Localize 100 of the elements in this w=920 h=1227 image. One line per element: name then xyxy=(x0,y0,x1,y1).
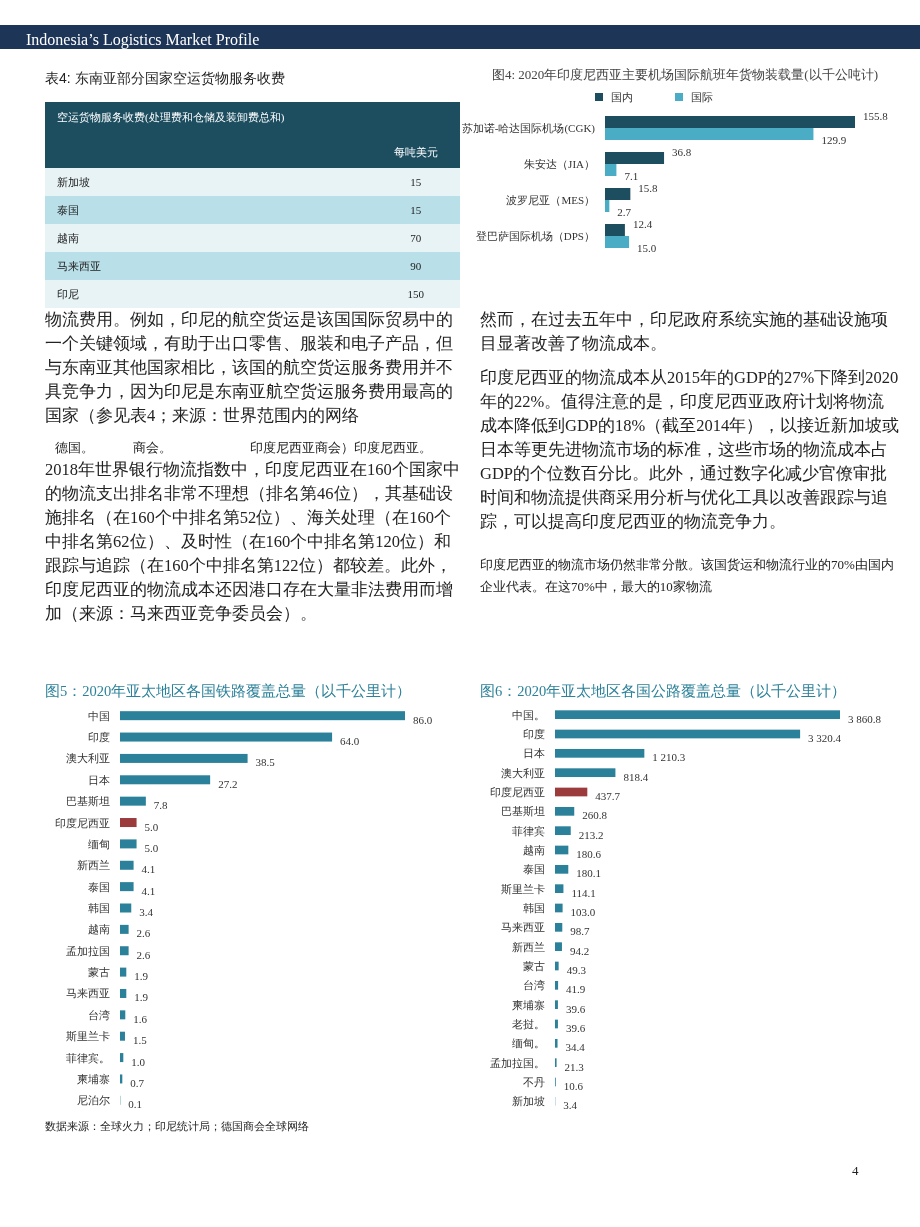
y-tick-label: 斯里兰卡 xyxy=(501,882,545,895)
data-label: 38.5 xyxy=(255,756,276,769)
bar xyxy=(555,845,569,855)
y-tick-label: 印度 xyxy=(88,731,110,744)
data-label: 3 320.4 xyxy=(808,732,842,744)
y-tick-label: 泰国 xyxy=(523,863,545,876)
text: 印度尼西亚的物流成本从2015年的GDP的27%下降到2020年的22%。值得注意的是，印度尼西亚政府计划将物流成本降低到GDP的18%（截至2014年），以接近新加坡或日本等更先进物流市场的标准，这些市场的物流成本占GDP的个位数百分比。此外，通过数字化减少官僚审批时间和物流提供商采用分析与优化工具以改善跟踪与追踪，可以提高印度尼西亚的物流竞争力。 xyxy=(480,367,900,533)
data-label: 3.4 xyxy=(139,906,154,918)
data-label: 36.8 xyxy=(672,146,692,158)
bar xyxy=(605,188,631,200)
bar xyxy=(120,839,137,849)
data-label: 4.1 xyxy=(141,863,156,876)
y-tick-label: 苏加诺-哈达国际机场(CGK) xyxy=(461,122,596,135)
bar xyxy=(120,946,129,956)
y-tick-label: 朱安达（JIA） xyxy=(524,158,595,170)
data-label: 5.0 xyxy=(144,820,159,833)
bar xyxy=(555,787,588,797)
y-tick-label: 柬埔寨 xyxy=(512,998,545,1011)
data-label: 0.1 xyxy=(128,1098,143,1111)
chart-title: 图4: 2020年印度尼西亚主要机场国际航班年货物装载量(以千公吨计) xyxy=(491,66,879,84)
data-label: 15 xyxy=(409,175,423,190)
bar xyxy=(555,884,564,894)
y-tick-label: 蒙古 xyxy=(523,960,545,972)
y-tick-label: 新西兰 xyxy=(512,940,545,953)
y-tick-label: 台湾 xyxy=(523,979,545,992)
y-tick-label: 越南 xyxy=(523,844,545,856)
data-label: 34.4 xyxy=(565,1041,586,1054)
y-tick-label: 越南 xyxy=(88,923,110,936)
text: 4 xyxy=(852,1163,859,1179)
data-label: 1 210.3 xyxy=(652,751,686,764)
y-tick-label: 中国。 xyxy=(512,708,545,721)
data-label: 15 xyxy=(409,203,423,218)
bar xyxy=(555,980,559,990)
data-label: 5.0 xyxy=(144,841,159,854)
y-tick-label: 孟加拉国。 xyxy=(490,1056,545,1069)
category-label: 新加坡 xyxy=(56,174,91,190)
bar xyxy=(120,753,248,763)
bar xyxy=(120,732,333,742)
bar xyxy=(120,1053,124,1063)
y-tick-label: 老挝。 xyxy=(512,1018,545,1030)
bar xyxy=(120,775,211,785)
y-tick-label: 柬埔寨 xyxy=(77,1072,110,1085)
bar xyxy=(555,1038,558,1048)
bar xyxy=(120,988,127,998)
data-label: 437.7 xyxy=(595,790,621,802)
data-label: 155.8 xyxy=(863,110,889,122)
data-label: 64.0 xyxy=(340,735,360,748)
data-label: 7.1 xyxy=(624,170,639,182)
y-tick-label: 韩国 xyxy=(88,902,110,914)
chart-title: 图5：2020年亚太地区各国铁路覆盖总量（以千公里计） xyxy=(45,682,413,701)
bar xyxy=(555,826,571,836)
bar xyxy=(555,768,616,778)
y-tick-label: 巴基斯坦 xyxy=(501,805,545,818)
bar xyxy=(605,152,665,164)
text: 2018年世界银行物流指数中，印度尼西亚在160个国家中的物流支出排名非常不理想（排名第46位），其基础设施排名（在160个中排名第52位）、海关处理（在160个中排名第62位）、及时性（在160个中排名第120位）和跟踪与追踪（在160个中排名第122位）都较差。此外，印度尼西亚的物流成本还因港口存在大量非法费用而增加（来源：马来西亚竞争委员会）。 xyxy=(45,459,460,625)
y-tick-label: 尼泊尔 xyxy=(77,1094,110,1107)
data-label: 70 xyxy=(409,231,423,246)
bar xyxy=(605,116,855,128)
legend-label: 国际 xyxy=(691,91,713,103)
bar xyxy=(555,710,840,720)
data-label: 2.6 xyxy=(136,927,151,940)
text: 然而，在过去五年中，印尼政府系统实施的基础设施项目显著改善了物流成本。 xyxy=(480,309,889,355)
y-tick-label: 马来西亚 xyxy=(501,921,545,934)
text: 德国。 商会。 印度尼西亚商会）印度尼西亚。 xyxy=(55,439,433,457)
data-label: 180.6 xyxy=(576,848,602,860)
y-tick-label: 蒙古 xyxy=(88,966,110,979)
text: Indonesia’s Logistics Market Profile xyxy=(0,25,920,49)
data-label: 2.7 xyxy=(617,206,632,218)
y-tick-label: 斯里兰卡 xyxy=(66,1030,110,1043)
data-label: 86.0 xyxy=(413,713,433,726)
y-tick-label: 日本 xyxy=(523,747,545,760)
data-label: 260.8 xyxy=(582,809,608,822)
data-label: 94.2 xyxy=(569,944,590,957)
chart-title: 图6：2020年亚太地区各国公路覆盖总量（以千公里计） xyxy=(480,682,848,701)
data-label: 0.7 xyxy=(130,1076,145,1089)
bar xyxy=(555,961,559,971)
bar xyxy=(120,711,405,721)
data-label: 3 860.8 xyxy=(848,712,882,725)
text: 每吨美元 xyxy=(392,145,439,160)
y-tick-label: 菲律宾 xyxy=(512,824,545,837)
data-label: 90 xyxy=(409,259,423,274)
y-tick-label: 日本 xyxy=(88,773,110,786)
y-tick-label: 韩国 xyxy=(523,902,545,914)
bar xyxy=(605,236,630,248)
bar xyxy=(120,882,134,892)
data-label: 39.6 xyxy=(565,1002,586,1015)
bar xyxy=(555,806,575,816)
y-tick-label: 登巴萨国际机场（DPS） xyxy=(475,230,595,242)
data-label: 49.3 xyxy=(566,964,587,976)
y-tick-label: 缅甸 xyxy=(88,837,110,850)
data-label: 1.9 xyxy=(134,970,149,983)
source-note: 数据来源：全球火力；印尼统计局；德国商会全球网络 xyxy=(45,1119,310,1134)
data-label: 41.9 xyxy=(566,983,586,996)
bar xyxy=(120,1010,126,1020)
data-label: 1.0 xyxy=(131,1055,146,1068)
bar xyxy=(120,1031,125,1041)
data-label: 21.3 xyxy=(564,1060,585,1073)
category-label: 越南 xyxy=(56,230,80,246)
bar xyxy=(605,200,610,212)
y-tick-label: 波罗尼亚（MES） xyxy=(506,194,595,206)
